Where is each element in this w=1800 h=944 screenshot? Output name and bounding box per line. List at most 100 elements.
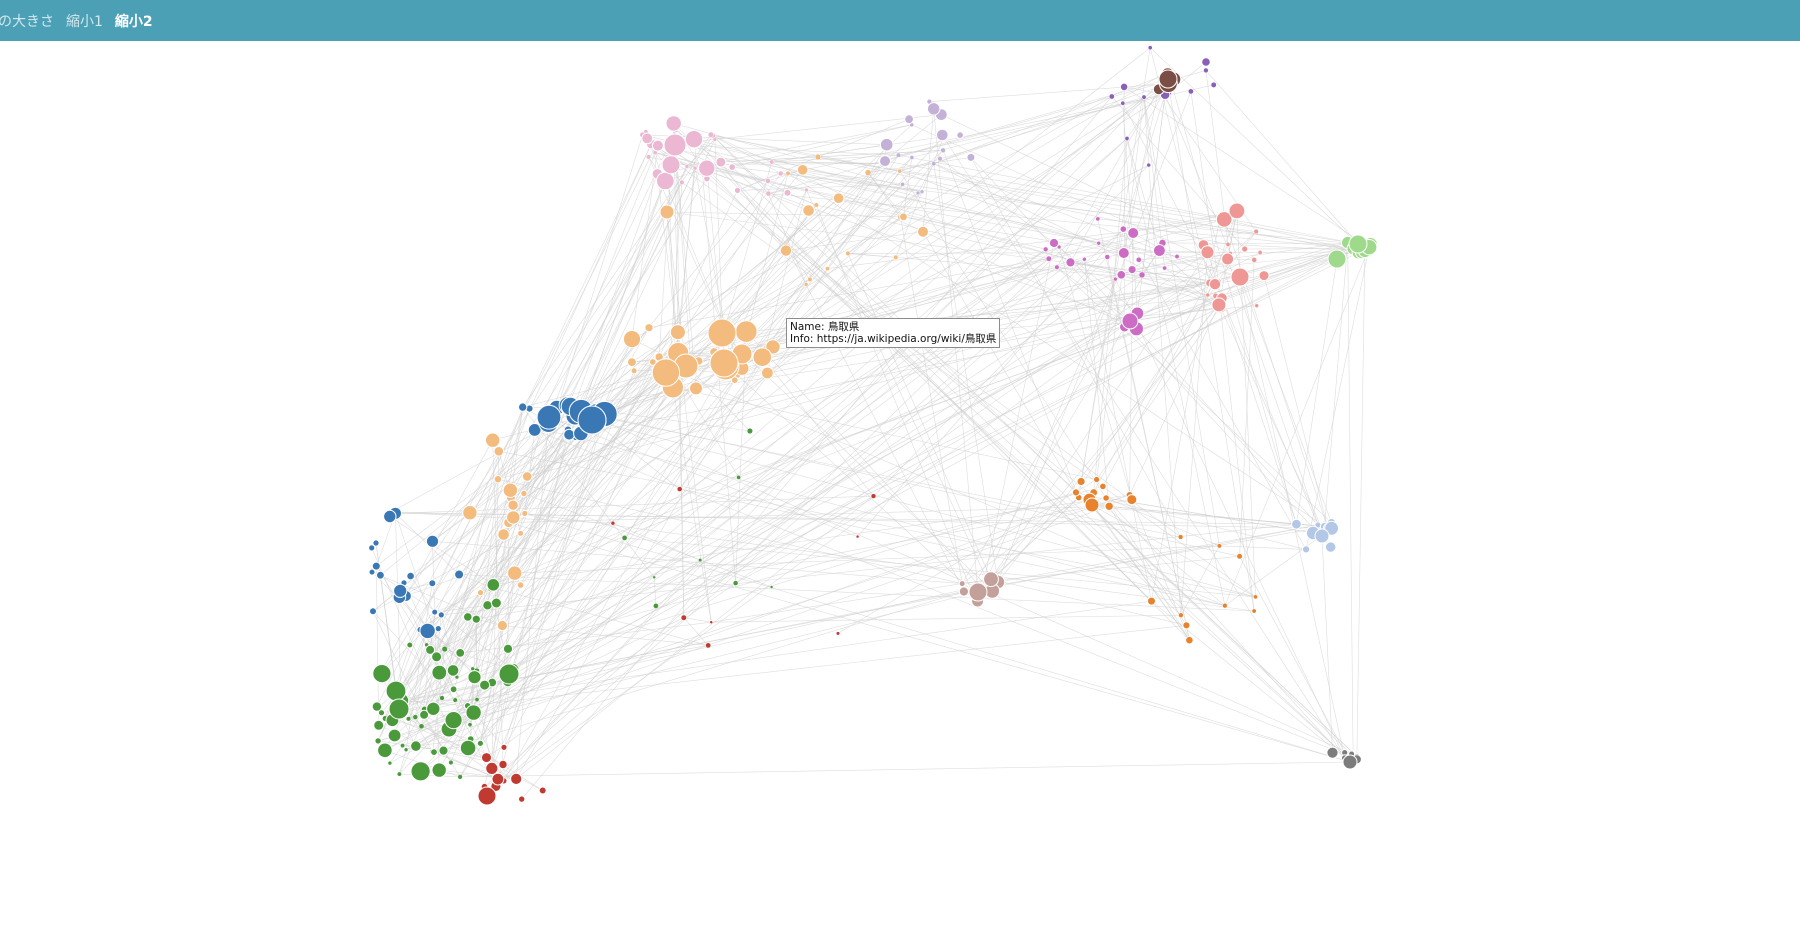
graph-node[interactable] xyxy=(412,714,419,720)
graph-node[interactable] xyxy=(449,685,458,694)
graph-node[interactable] xyxy=(507,499,519,511)
graph-node[interactable] xyxy=(1174,254,1180,259)
graph-node[interactable] xyxy=(517,529,525,537)
graph-node[interactable] xyxy=(1076,476,1086,487)
graph-node[interactable] xyxy=(915,190,921,196)
graph-node[interactable] xyxy=(376,570,385,580)
graph-node[interactable] xyxy=(1258,270,1270,282)
graph-node[interactable] xyxy=(927,102,941,116)
graph-node[interactable] xyxy=(400,743,406,749)
graph-node[interactable] xyxy=(936,128,949,142)
graph-node[interactable] xyxy=(855,534,860,539)
graph-node[interactable] xyxy=(1147,596,1156,606)
graph-node[interactable] xyxy=(373,719,385,731)
graph-node[interactable] xyxy=(1253,594,1258,600)
graph-node[interactable] xyxy=(735,320,758,343)
graph-node[interactable] xyxy=(434,625,442,633)
graph-node[interactable] xyxy=(1291,518,1302,530)
graph-node[interactable] xyxy=(956,131,964,139)
graph-node[interactable] xyxy=(1082,257,1087,262)
graph-node[interactable] xyxy=(1120,100,1126,106)
graph-node[interactable] xyxy=(377,709,386,717)
graph-node[interactable] xyxy=(463,612,473,622)
graph-node[interactable] xyxy=(441,646,448,653)
graph-node[interactable] xyxy=(1326,746,1339,759)
graph-node[interactable] xyxy=(448,759,454,766)
graph-node[interactable] xyxy=(506,510,521,525)
graph-node[interactable] xyxy=(765,178,771,184)
graph-node[interactable] xyxy=(707,131,714,138)
graph-node[interactable] xyxy=(1048,237,1060,249)
graph-node[interactable] xyxy=(680,614,687,621)
graph-node[interactable] xyxy=(1117,247,1130,259)
graph-node[interactable] xyxy=(769,585,774,589)
graph-node[interactable] xyxy=(1045,255,1052,262)
graph-node[interactable] xyxy=(462,505,478,521)
graph-node[interactable] xyxy=(485,761,499,776)
graph-node[interactable] xyxy=(651,139,664,152)
graph-node[interactable] xyxy=(500,743,508,751)
graph-node[interactable] xyxy=(1178,612,1184,618)
graph-node[interactable] xyxy=(491,772,505,786)
graph-node[interactable] xyxy=(1099,482,1107,491)
graph-node[interactable] xyxy=(1084,497,1100,513)
graph-node[interactable] xyxy=(1203,67,1209,74)
graph-node[interactable] xyxy=(1236,553,1243,560)
graph-node[interactable] xyxy=(1253,228,1259,235)
graph-node[interactable] xyxy=(1102,494,1110,502)
graph-node[interactable] xyxy=(732,580,739,586)
graph-node[interactable] xyxy=(431,762,447,778)
graph-node[interactable] xyxy=(502,643,514,654)
graph-node[interactable] xyxy=(785,170,791,176)
graph-node[interactable] xyxy=(621,535,628,541)
graph-node[interactable] xyxy=(437,611,445,619)
graph-node[interactable] xyxy=(477,786,497,806)
graph-node[interactable] xyxy=(452,697,458,703)
graph-node[interactable] xyxy=(803,282,809,287)
graph-node[interactable] xyxy=(845,250,851,256)
graph-node[interactable] xyxy=(653,603,659,609)
graph-node[interactable] xyxy=(610,520,616,526)
graph-node[interactable] xyxy=(426,701,441,716)
graph-node[interactable] xyxy=(1054,264,1060,270)
graph-node[interactable] xyxy=(1314,528,1330,544)
graph-node[interactable] xyxy=(1216,543,1222,549)
graph-node[interactable] xyxy=(769,159,775,165)
graph-node[interactable] xyxy=(1177,534,1184,540)
graph-node[interactable] xyxy=(761,366,774,380)
graph-node[interactable] xyxy=(497,528,510,541)
graph-node[interactable] xyxy=(431,664,448,681)
graph-node[interactable] xyxy=(446,664,460,677)
graph-node[interactable] xyxy=(1071,488,1081,497)
graph-node[interactable] xyxy=(736,475,741,480)
graph-node[interactable] xyxy=(476,739,484,747)
graph-node[interactable] xyxy=(1108,93,1115,100)
graph-node[interactable] xyxy=(804,187,809,193)
graph-node[interactable] xyxy=(1135,256,1142,263)
graph-node[interactable] xyxy=(425,644,436,655)
graph-node[interactable] xyxy=(377,742,393,759)
graph-node[interactable] xyxy=(899,212,908,222)
graph-node[interactable] xyxy=(870,493,877,499)
graph-node[interactable] xyxy=(1254,303,1259,308)
graph-node[interactable] xyxy=(406,641,414,649)
graph-node[interactable] xyxy=(385,680,407,702)
graph-node[interactable] xyxy=(968,582,988,602)
graph-node[interactable] xyxy=(454,569,465,580)
graph-node[interactable] xyxy=(917,225,929,238)
graph-node[interactable] xyxy=(1126,494,1138,506)
graph-node[interactable] xyxy=(1095,216,1101,222)
graph-node[interactable] xyxy=(471,614,481,624)
graph-node[interactable] xyxy=(1185,635,1194,645)
graph-node[interactable] xyxy=(1104,501,1114,511)
graph-node[interactable] xyxy=(536,404,562,430)
graph-node[interactable] xyxy=(1302,545,1311,554)
graph-node[interactable] xyxy=(651,358,681,387)
graph-node[interactable] xyxy=(498,759,508,770)
graph-node[interactable] xyxy=(563,428,575,441)
graph-node[interactable] xyxy=(1257,250,1263,255)
graph-node[interactable] xyxy=(684,164,690,169)
graph-node[interactable] xyxy=(897,168,903,174)
graph-node[interactable] xyxy=(832,192,845,204)
graph-node[interactable] xyxy=(520,489,528,498)
